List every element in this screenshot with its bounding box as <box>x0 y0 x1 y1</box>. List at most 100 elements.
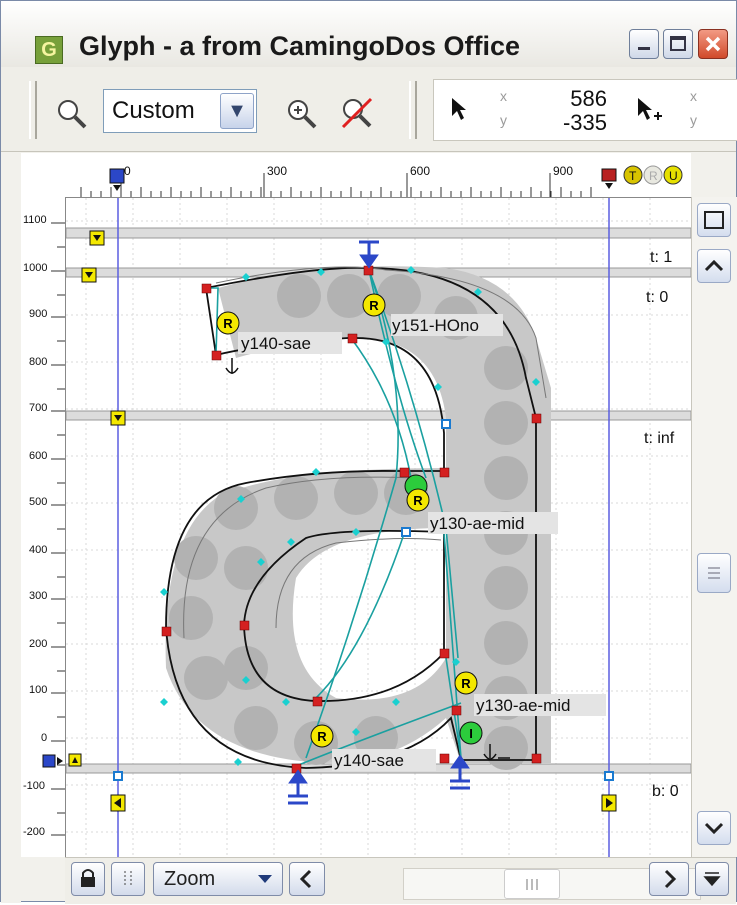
view-toggle-button[interactable] <box>697 203 731 237</box>
chevron-right-icon <box>664 869 677 889</box>
zoom-select[interactable]: Custom ▼ <box>103 89 257 133</box>
arrow-pointer-icon[interactable] <box>448 96 470 122</box>
on-curve-points[interactable] <box>161 265 542 774</box>
ruler-top-label-600: 600 <box>410 164 430 178</box>
chevron-down-icon <box>704 822 724 835</box>
ruler-top-label-900: 900 <box>553 164 573 178</box>
minimize-button[interactable] <box>629 29 659 59</box>
scroll-up-button[interactable] <box>697 249 731 283</box>
status-lights[interactable]: T R U <box>623 165 683 185</box>
advance-width-marker[interactable] <box>601 168 617 189</box>
arrow-add-pointer-icon[interactable] <box>634 96 664 124</box>
hint-links[interactable] <box>206 269 462 767</box>
y-value: -335 <box>562 110 607 135</box>
horizontal-ruler-ticks: 0 300 600 900 T R U <box>80 164 683 197</box>
lock-button[interactable] <box>71 862 105 896</box>
ruler-left-label-minus200: -200 <box>23 826 45 838</box>
toolbar-grip-2[interactable] <box>409 81 417 139</box>
window-title: Glyph - a from CamingoDos Office <box>79 31 521 61</box>
close-button[interactable] <box>698 29 728 59</box>
hint-label-y130-mid-bottom: y130-ae-mid <box>476 696 571 715</box>
scroll-down-button[interactable] <box>697 811 731 845</box>
ruler-top-label-0: 0 <box>124 164 131 178</box>
app-icon: G <box>35 36 63 64</box>
sidebearing-handles[interactable] <box>110 794 617 812</box>
vertical-scrollbar[interactable] <box>691 197 737 857</box>
interpolate-badge: I <box>469 726 473 741</box>
glyph-canvas[interactable]: t: 1 t: 0 t: inf b: 0 R R R R R I y140-s… <box>66 198 691 857</box>
round-badges[interactable]: R R R R R I <box>216 293 483 748</box>
ruler-left-label-100: 100 <box>29 684 47 696</box>
round-badge-1: R <box>223 316 233 331</box>
ruler-left-label-1000: 1000 <box>23 262 47 274</box>
ruler-left-label-1100: 1100 <box>23 214 47 226</box>
ruler-left-label-900: 900 <box>29 308 47 320</box>
close-icon <box>705 36 721 52</box>
magnifier-icon[interactable] <box>55 97 89 131</box>
maximize-button[interactable] <box>663 29 693 59</box>
status-light-r: R <box>649 169 658 183</box>
minimize-icon <box>638 47 650 50</box>
horizontal-ruler[interactable]: 0 300 600 900 T R U <box>21 153 691 198</box>
vertical-ruler-ticks: 1100 1000 900 800 700 600 500 400 300 20… <box>23 214 65 838</box>
zoom-select-value: Custom <box>112 97 195 124</box>
toolbar-grip[interactable] <box>29 81 37 139</box>
ruler-left-label-700: 700 <box>29 402 47 414</box>
off-curve-points[interactable] <box>160 266 540 766</box>
zone-label-t1: t: 1 <box>650 249 672 266</box>
chevron-up-icon <box>704 259 724 272</box>
sidebearing-guides[interactable] <box>117 198 610 857</box>
hint-label-y151: y151-HOno <box>392 316 479 335</box>
zone-handles[interactable] <box>68 230 126 767</box>
x-label: x <box>500 88 507 104</box>
x-value: 586 <box>570 86 607 111</box>
ruler-left-label-600: 600 <box>29 450 47 462</box>
vertical-ruler[interactable]: 1100 1000 900 800 700 600 500 400 300 20… <box>21 197 66 857</box>
glyph-contours-ghost <box>183 266 547 639</box>
zone-label-t0: t: 0 <box>646 289 668 306</box>
chevron-down-icon[interactable]: ▼ <box>220 93 254 129</box>
chevron-left-icon <box>299 869 312 889</box>
left-sidebearing-marker[interactable] <box>109 168 125 191</box>
ruler-left-label-400: 400 <box>29 544 47 556</box>
lock-icon <box>81 869 95 887</box>
coordinate-readout: x y 586 -335 x y <box>433 79 737 141</box>
round-badge-2: R <box>369 298 379 313</box>
zone-label-tinf: t: inf <box>644 430 675 447</box>
x2-label: x <box>690 88 697 104</box>
title-bar[interactable]: G Glyph - a from CamingoDos Office <box>1 1 736 67</box>
ruler-left-label-800: 800 <box>29 356 47 368</box>
stem-anchors[interactable] <box>113 240 614 805</box>
status-light-u: U <box>669 169 678 183</box>
left-trim <box>1 153 21 903</box>
square-icon <box>704 211 724 229</box>
scroll-right-button[interactable] <box>649 862 689 896</box>
grip-lines-icon <box>526 879 538 890</box>
bottom-toolbar: Zoom <box>65 857 736 904</box>
hint-label-y140-bottom: y140-sae <box>334 751 404 770</box>
horizontal-scroll-thumb[interactable] <box>504 869 560 899</box>
glyph-outline: t: 1 t: 0 t: inf b: 0 R R R R R I y140-s… <box>66 198 691 857</box>
ruler-left-label-500: 500 <box>29 496 47 508</box>
zoom-reset-icon[interactable] <box>339 95 375 131</box>
scroll-thumb[interactable] <box>697 553 731 593</box>
triangle-down-icon <box>258 875 272 883</box>
points-button[interactable] <box>111 862 145 896</box>
glyph-contours[interactable] <box>165 266 537 769</box>
anchor-icon[interactable] <box>225 358 510 760</box>
zoom-in-icon[interactable] <box>285 97 319 131</box>
round-badge-3: R <box>413 493 423 508</box>
ruler-left-label-0: 0 <box>41 732 47 744</box>
zoom-toolbar: Custom ▼ x y 586 -335 x y <box>1 67 737 152</box>
zoom-menu-button[interactable]: Zoom <box>153 862 283 896</box>
baseline-marker[interactable] <box>42 754 63 768</box>
hint-labels: y140-sae y151-HOno y130-ae-mid y130-ae-m… <box>238 314 606 771</box>
zone-label-b0: b: 0 <box>652 783 679 800</box>
status-light-t: T <box>629 169 637 183</box>
menu-triangle-icon <box>703 872 721 887</box>
dotted-column-icon <box>124 871 132 887</box>
menu-button[interactable] <box>695 862 729 896</box>
extreme-points[interactable] <box>401 419 451 537</box>
scroll-left-button[interactable] <box>289 862 325 896</box>
ruler-top-label-300: 300 <box>267 164 287 178</box>
